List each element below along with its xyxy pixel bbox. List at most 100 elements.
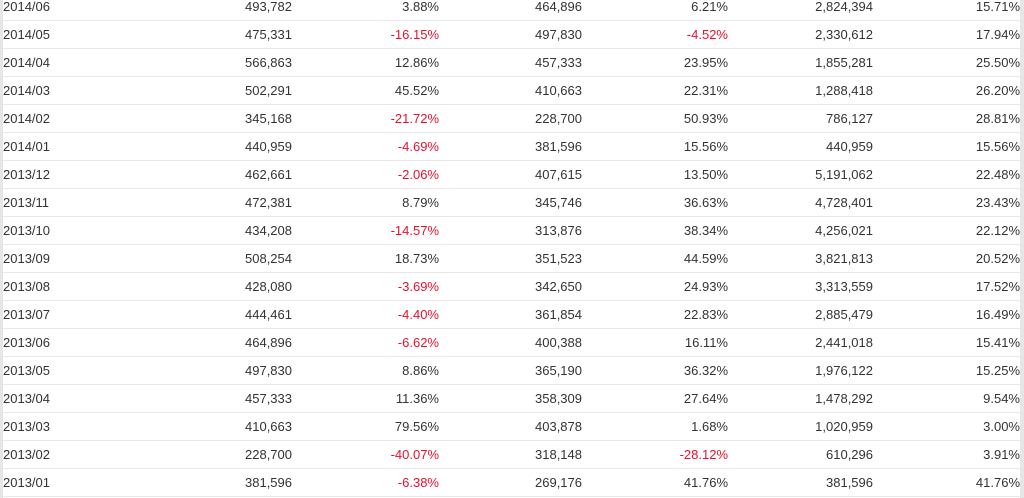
change-cell: 50.93% [582,104,728,133]
change-cell: 12.86% [292,48,439,77]
change-cell: -4.40% [292,300,439,329]
value-cell: 440,959 [108,132,292,161]
value-cell: 566,863 [108,48,292,77]
change-cell: 36.32% [582,356,728,385]
change-cell: 16.11% [582,328,728,357]
ratio-cell: 16.49% [873,300,1020,329]
total-cell: 786,127 [728,104,873,133]
total-cell: 1,478,292 [728,384,873,413]
value-cell: 345,168 [108,104,292,133]
change-cell: -4.69% [292,132,439,161]
right-border [1020,0,1024,498]
change-cell: 11.36% [292,384,439,413]
total-cell: 1,288,418 [728,76,873,105]
value-cell: 228,700 [439,104,582,133]
total-cell: 440,959 [728,132,873,161]
table-row: 2013/10 434,208 -14.57% 313,876 38.34% 4,256,… [3,216,1020,245]
change-cell: 3.88% [292,0,439,21]
ratio-cell: 28.81% [873,104,1020,133]
total-cell: 1,976,122 [728,356,873,385]
value-cell: 502,291 [108,76,292,105]
ratio-cell: 15.41% [873,328,1020,357]
total-cell: 1,020,959 [728,412,873,441]
month-cell: 2014/05 [3,20,108,49]
value-cell: 434,208 [108,216,292,245]
table-row: 2013/06 464,896 -6.62% 400,388 16.11% 2,441,0… [3,328,1020,357]
change-cell: 79.56% [292,412,439,441]
change-cell: -40.07% [292,440,439,469]
month-cell: 2013/05 [3,356,108,385]
table-row: 2014/06 493,782 3.88% 464,896 6.21% 2,824,394… [3,0,1020,21]
value-cell: 493,782 [108,0,292,21]
total-cell: 3,313,559 [728,272,873,301]
value-cell: 228,700 [108,440,292,469]
table-row: 2013/03 410,663 79.56% 403,878 1.68% 1,020,95… [3,412,1020,441]
value-cell: 475,331 [108,20,292,49]
value-cell: 410,663 [439,76,582,105]
change-cell: -6.62% [292,328,439,357]
value-cell: 351,523 [439,244,582,273]
table-row: 2013/09 508,254 18.73% 351,523 44.59% 3,821,8… [3,244,1020,273]
ratio-cell: 17.94% [873,20,1020,49]
ratio-cell: 22.48% [873,160,1020,189]
total-cell: 610,296 [728,440,873,469]
month-cell: 2014/04 [3,48,108,77]
change-cell: -14.57% [292,216,439,245]
change-cell: 22.31% [582,76,728,105]
table-row: 2013/01 381,596 -6.38% 269,176 41.76% 381,596… [3,468,1020,497]
table-row: 2013/12 462,661 -2.06% 407,615 13.50% 5,191,0… [3,160,1020,189]
total-cell: 2,824,394 [728,0,873,21]
value-cell: 381,596 [439,132,582,161]
month-cell: 2013/02 [3,440,108,469]
table-row: 2013/02 228,700 -40.07% 318,148 -28.12% 610,2… [3,440,1020,469]
change-cell: 23.95% [582,48,728,77]
change-cell: 13.50% [582,160,728,189]
table-row: 2013/04 457,333 11.36% 358,309 27.64% 1,478,2… [3,384,1020,413]
month-cell: 2013/11 [3,188,108,217]
change-cell: 6.21% [582,0,728,21]
change-cell: -2.06% [292,160,439,189]
change-cell: -28.12% [582,440,728,469]
month-cell: 2013/03 [3,412,108,441]
ratio-cell: 9.54% [873,384,1020,413]
value-cell: 444,461 [108,300,292,329]
change-cell: -3.69% [292,272,439,301]
value-cell: 407,615 [439,160,582,189]
month-cell: 2013/07 [3,300,108,329]
value-cell: 269,176 [439,468,582,497]
ratio-cell: 26.20% [873,76,1020,105]
left-border [0,0,3,498]
change-cell: -21.72% [292,104,439,133]
value-cell: 497,830 [108,356,292,385]
table-row: 2013/08 428,080 -3.69% 342,650 24.93% 3,313,5… [3,272,1020,301]
ratio-cell: 3.91% [873,440,1020,469]
month-cell: 2013/06 [3,328,108,357]
change-cell: 36.63% [582,188,728,217]
change-cell: 45.52% [292,76,439,105]
change-cell: -4.52% [582,20,728,49]
table-row: 2014/03 502,291 45.52% 410,663 22.31% 1,288,4… [3,76,1020,105]
total-cell: 3,821,813 [728,244,873,273]
total-cell: 1,855,281 [728,48,873,77]
table-row: 2014/05 475,331 -16.15% 497,830 -4.52% 2,330,… [3,20,1020,49]
sales-table: 2014/06 493,782 3.88% 464,896 6.21% 2,824,394… [3,0,1020,497]
value-cell: 464,896 [439,0,582,21]
table-body: 2014/06 493,782 3.88% 464,896 6.21% 2,824,394… [3,0,1020,497]
total-cell: 4,728,401 [728,188,873,217]
value-cell: 457,333 [108,384,292,413]
change-cell: -6.38% [292,468,439,497]
ratio-cell: 15.71% [873,0,1020,21]
change-cell: -16.15% [292,20,439,49]
value-cell: 318,148 [439,440,582,469]
change-cell: 8.79% [292,188,439,217]
total-cell: 381,596 [728,468,873,497]
month-cell: 2013/12 [3,160,108,189]
change-cell: 22.83% [582,300,728,329]
value-cell: 365,190 [439,356,582,385]
change-cell: 27.64% [582,384,728,413]
table-row: 2013/05 497,830 8.86% 365,190 36.32% 1,976,12… [3,356,1020,385]
ratio-cell: 25.50% [873,48,1020,77]
value-cell: 358,309 [439,384,582,413]
month-cell: 2013/09 [3,244,108,273]
ratio-cell: 22.12% [873,216,1020,245]
